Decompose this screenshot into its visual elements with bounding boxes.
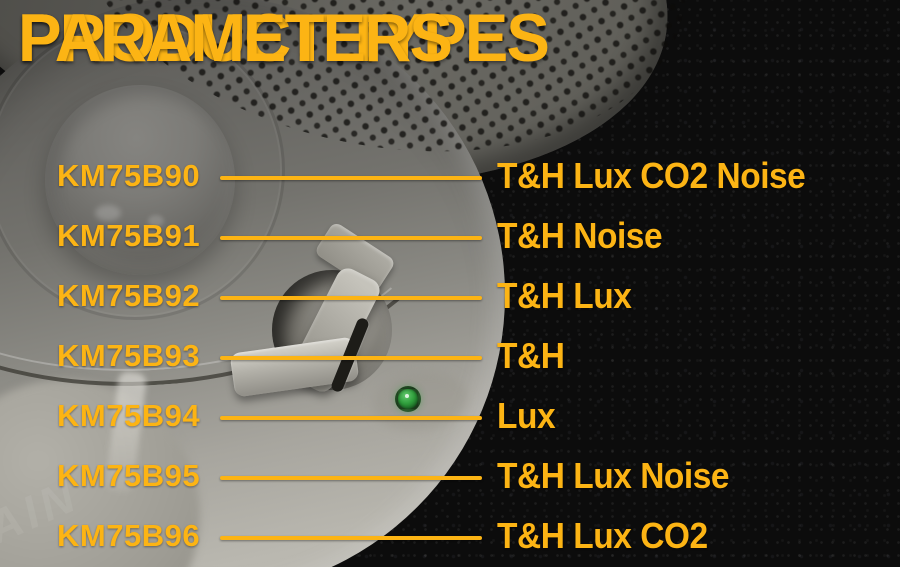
pir-sensor-dome — [45, 85, 235, 275]
product-model: KM75B90 — [57, 158, 201, 193]
product-row: KM75B91 T&H Noise — [0, 215, 900, 257]
product-row: KM75B95 T&H Lux Noise — [0, 455, 900, 497]
connector-line — [220, 476, 482, 480]
product-row: KM75B96 T&H Lux CO2 — [0, 515, 900, 557]
product-parameters: T&H Lux — [497, 275, 632, 316]
product-parameters: T&H — [497, 335, 565, 376]
product-row: KM75B93 T&H — [0, 335, 900, 377]
connector-line — [220, 356, 482, 360]
product-parameters: T&H Lux CO2 — [497, 515, 708, 556]
product-parameters: T&H Lux Noise — [497, 455, 730, 496]
dome-platform-ring — [0, 20, 285, 320]
led-glint — [405, 394, 409, 398]
product-row: KM75B94 Lux — [0, 395, 900, 437]
green-led-indicator — [395, 386, 421, 412]
product-model: KM75B94 — [57, 398, 201, 433]
product-parameters: Lux — [497, 395, 556, 436]
connector-line — [220, 296, 482, 300]
product-row: KM75B90 T&H Lux CO2 Noise — [0, 155, 900, 197]
product-model: KM75B91 — [57, 218, 201, 253]
dome-reflection — [95, 205, 121, 221]
dome-reflection — [148, 215, 164, 227]
product-model: KM75B95 — [57, 458, 201, 493]
product-model: KM75B96 — [57, 518, 201, 553]
product-parameters: T&H Lux CO2 Noise — [497, 155, 806, 196]
connector-line — [220, 416, 482, 420]
connector-line — [220, 236, 482, 240]
product-model: KM75B93 — [57, 338, 201, 373]
product-parameters: T&H Noise — [497, 215, 663, 256]
product-row: KM75B92 T&H Lux — [0, 275, 900, 317]
product-model: KM75B92 — [57, 278, 201, 313]
title-line-2: PARAMETERS — [18, 0, 453, 76]
title-line-1: PRODUCT TYPES — [18, 0, 550, 76]
connector-line — [220, 176, 482, 180]
connector-line — [220, 536, 482, 540]
